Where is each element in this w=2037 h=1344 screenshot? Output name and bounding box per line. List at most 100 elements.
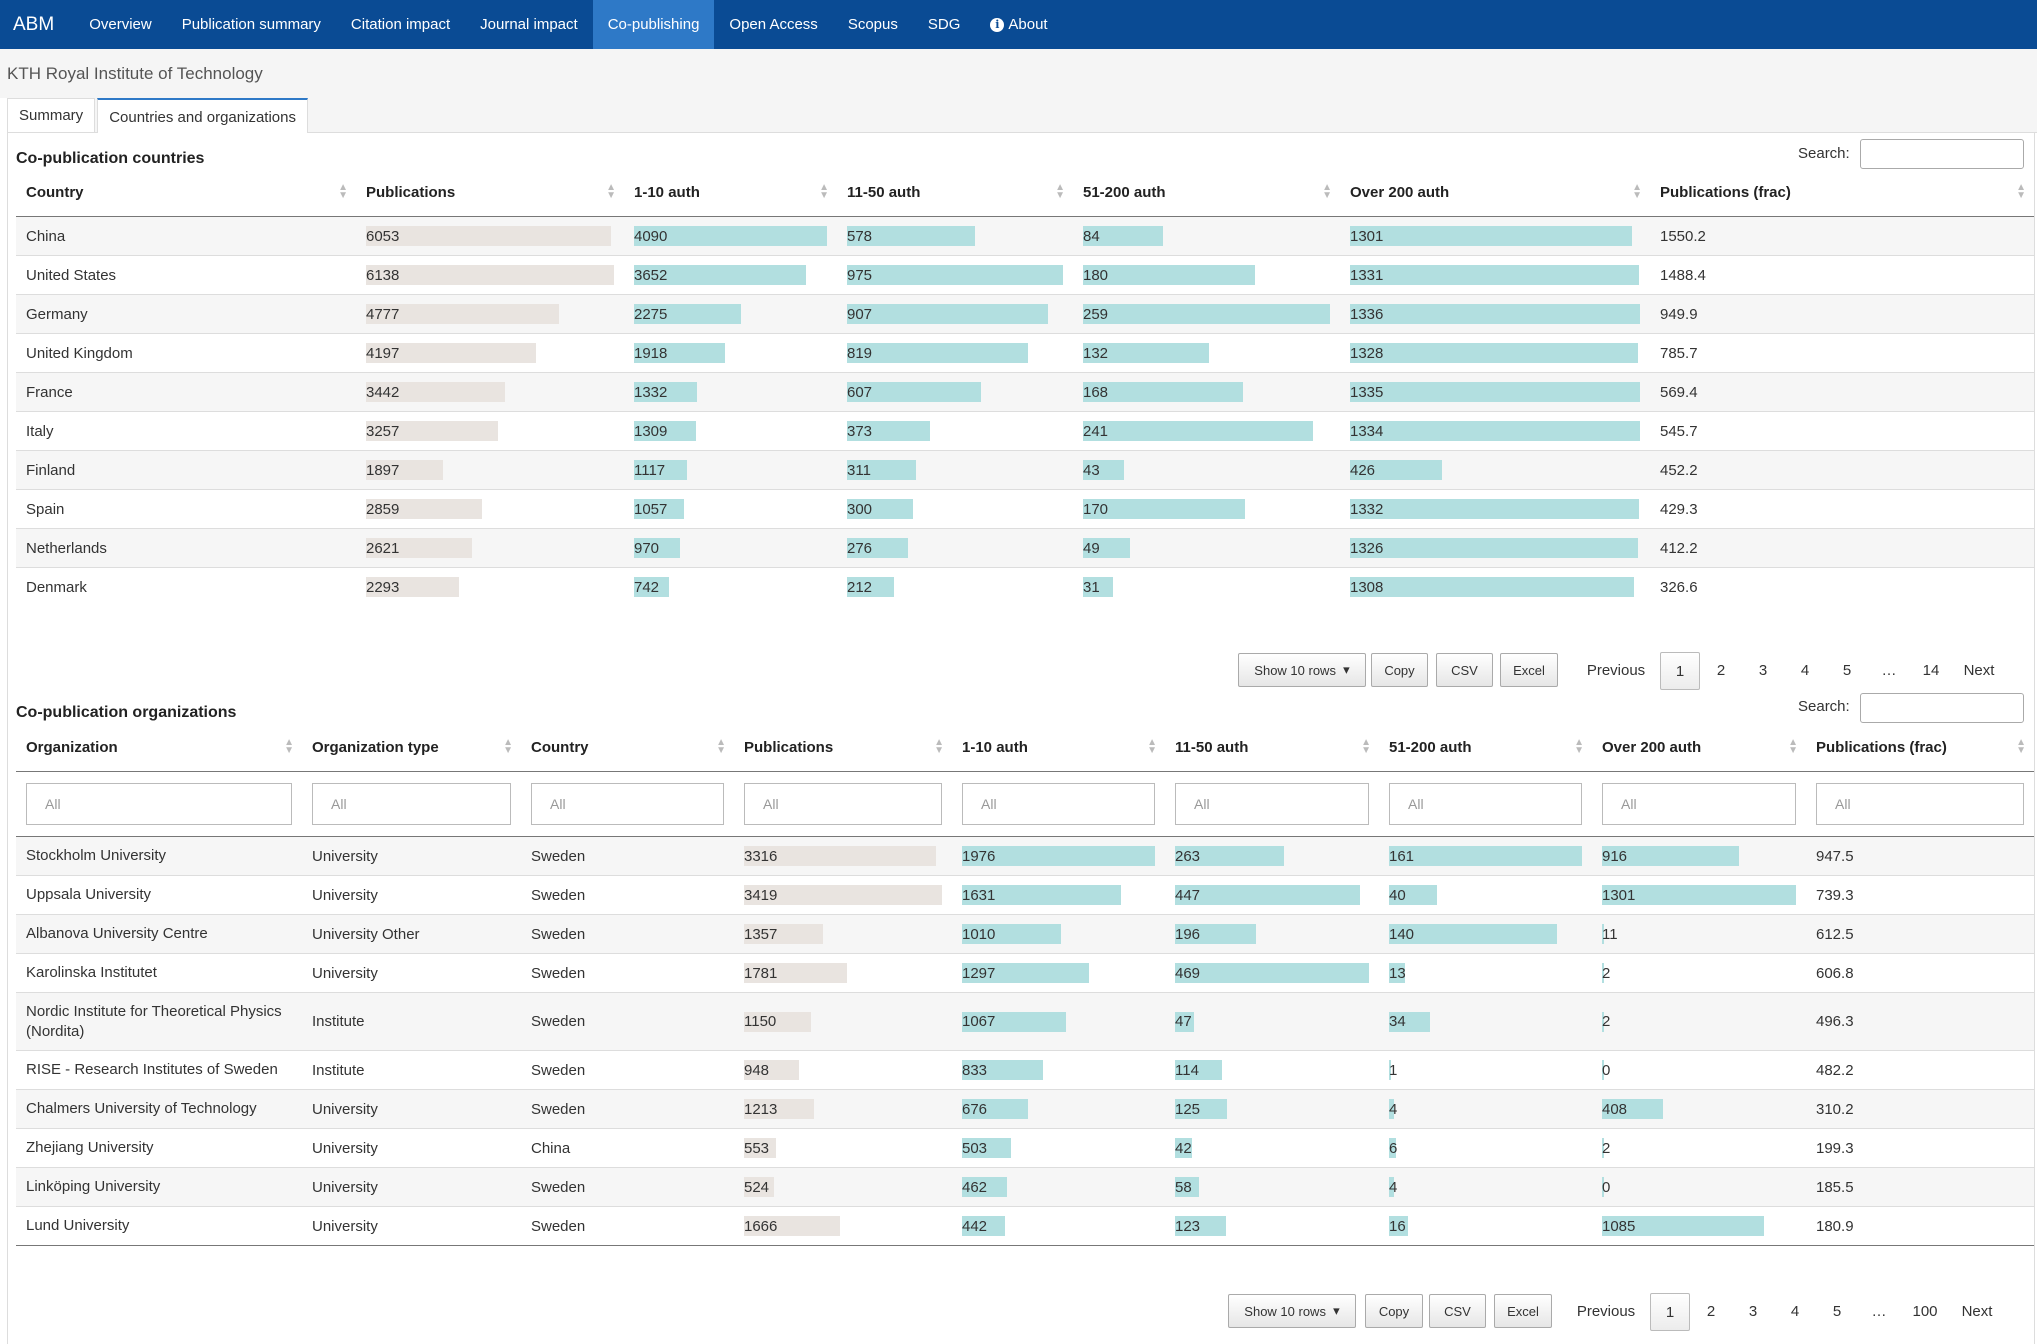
value-bar: [847, 343, 1029, 363]
pagination-page[interactable]: 3: [1758, 661, 1768, 679]
nav-item-journal-impact[interactable]: Journal impact: [465, 0, 593, 49]
tab-summary[interactable]: Summary: [7, 98, 96, 132]
cell-value: 1666: [744, 1217, 778, 1235]
nav-item-co-publishing[interactable]: Co-publishing: [592, 0, 715, 49]
countries-copy-button[interactable]: Copy: [1371, 653, 1428, 687]
pagination-previous[interactable]: Previous: [1576, 1302, 1636, 1320]
value-bar: [1389, 1138, 1397, 1158]
value-bar: [1350, 265, 1639, 285]
pagination-page[interactable]: 4: [1790, 1302, 1800, 1320]
sort-arrows-icon: ▲ ▼: [1361, 737, 1371, 756]
table-row: Denmark 2293 742 212 31 1308 326.6: [16, 567, 2034, 606]
table-cell: 34: [1379, 992, 1592, 1051]
column-filter-input[interactable]: All: [744, 783, 942, 825]
column-header[interactable]: 1-10 auth ▲ ▼: [624, 168, 837, 217]
column-header[interactable]: Over 200 auth ▲ ▼: [1340, 168, 1650, 217]
column-header[interactable]: Publications (frac) ▲ ▼: [1650, 168, 2034, 217]
nav-item-publication-summary[interactable]: Publication summary: [167, 0, 336, 49]
table-cell: 524: [734, 1167, 952, 1207]
column-header[interactable]: Publications ▲ ▼: [734, 723, 952, 772]
column-filter-input[interactable]: All: [312, 783, 511, 825]
value-bar: [962, 1060, 1044, 1080]
column-filter-input[interactable]: All: [1602, 783, 1796, 825]
brand-logo[interactable]: ABM: [13, 13, 55, 35]
column-header[interactable]: 11-50 auth ▲ ▼: [1165, 723, 1379, 772]
table-cell: 140: [1379, 914, 1592, 954]
value-bar: [744, 1099, 815, 1119]
column-filter-cell: All: [1806, 771, 2034, 837]
pagination-ellipsis: …: [1871, 1302, 1887, 1320]
sort-arrows-icon: ▲ ▼: [819, 182, 829, 201]
sort-arrows-icon: ▲ ▼: [1632, 182, 1642, 201]
countries-csv-button[interactable]: CSV: [1436, 653, 1493, 687]
value-bar: [1083, 343, 1209, 363]
table-cell: 1332: [1340, 489, 1650, 529]
column-header[interactable]: 51-200 auth ▲ ▼: [1379, 723, 1592, 772]
cell-value: 168: [1083, 383, 1109, 401]
pagination-page[interactable]: 5: [1832, 1302, 1842, 1320]
cell-value: 1117: [634, 461, 666, 479]
column-header[interactable]: Country ▲ ▼: [16, 168, 356, 217]
value-bar: [1175, 1099, 1227, 1119]
table-cell: 833: [952, 1050, 1165, 1090]
nav-item-open-access[interactable]: Open Access: [714, 0, 832, 49]
column-filter-input[interactable]: All: [1389, 783, 1582, 825]
orgs-copy-button[interactable]: Copy: [1365, 1294, 1423, 1328]
table-cell: 6053: [356, 216, 624, 256]
column-header[interactable]: 1-10 auth ▲ ▼: [952, 723, 1165, 772]
value-bar: [1350, 382, 1640, 402]
column-filter-input[interactable]: All: [26, 783, 292, 825]
countries-excel-button[interactable]: Excel: [1500, 653, 1558, 687]
column-filter-input[interactable]: All: [1816, 783, 2024, 825]
column-header[interactable]: Publications ▲ ▼: [356, 168, 624, 217]
pagination-page[interactable]: 4: [1800, 661, 1810, 679]
cell-value: 6: [1389, 1139, 1398, 1157]
column-header[interactable]: Publications (frac) ▲ ▼: [1806, 723, 2034, 772]
orgs-csv-button[interactable]: CSV: [1429, 1294, 1486, 1328]
table-cell: 212: [837, 567, 1073, 606]
value-bar: [1083, 382, 1244, 402]
value-bar: [744, 1177, 775, 1197]
pagination-page[interactable]: 5: [1842, 661, 1852, 679]
countries-show-rows-dropdown[interactable]: Show 10 rows ▾: [1238, 653, 1366, 687]
column-filter-input[interactable]: All: [962, 783, 1155, 825]
pagination-page[interactable]: 3: [1748, 1302, 1758, 1320]
pagination-page[interactable]: 14: [1922, 661, 1940, 679]
table-cell: Sweden: [521, 953, 734, 993]
table-cell: 1332: [624, 372, 837, 412]
orgs-excel-button[interactable]: Excel: [1494, 1294, 1552, 1328]
cell-value: 462: [962, 1178, 988, 1196]
pagination-previous[interactable]: Previous: [1586, 661, 1646, 679]
column-header[interactable]: Over 200 auth ▲ ▼: [1592, 723, 1806, 772]
column-header[interactable]: 11-50 auth ▲ ▼: [837, 168, 1073, 217]
cell-value: 31: [1083, 578, 1100, 596]
column-header[interactable]: Organization type ▲ ▼: [302, 723, 521, 772]
pagination-page[interactable]: 2: [1706, 1302, 1716, 1320]
column-filter-input[interactable]: All: [1175, 783, 1369, 825]
table-cell: 40: [1379, 875, 1592, 915]
table-row: Germany 4777 2275 907 259 1336 949.9: [16, 294, 2034, 334]
nav-item-about[interactable]: i About: [975, 0, 1062, 49]
cell-value: 2: [1602, 964, 1611, 982]
cell-value: 742: [634, 578, 660, 596]
column-header-label: Country: [531, 738, 589, 756]
nav-item-scopus[interactable]: Scopus: [833, 0, 913, 49]
orgs-show-rows-dropdown[interactable]: Show 10 rows ▾: [1228, 1294, 1356, 1328]
pagination-next[interactable]: Next: [1963, 661, 1995, 679]
pagination-page[interactable]: 100: [1912, 1302, 1938, 1320]
pagination-page[interactable]: 1: [1660, 652, 1700, 690]
nav-item-citation-impact[interactable]: Citation impact: [336, 0, 465, 49]
countries-search-input[interactable]: [1860, 139, 2024, 169]
column-filter-input[interactable]: All: [531, 783, 724, 825]
nav-item-overview[interactable]: Overview: [74, 0, 167, 49]
nav-item-sdg[interactable]: SDG: [913, 0, 976, 49]
column-header[interactable]: Organization ▲ ▼: [16, 723, 302, 772]
pagination-page[interactable]: 2: [1716, 661, 1726, 679]
pagination-page[interactable]: 1: [1650, 1293, 1690, 1331]
table-cell: 161: [1379, 836, 1592, 876]
orgs-search-input[interactable]: [1860, 693, 2024, 723]
tab-countries-organizations[interactable]: Countries and organizations: [97, 98, 308, 134]
column-header[interactable]: Country ▲ ▼: [521, 723, 734, 772]
pagination-next[interactable]: Next: [1961, 1302, 1993, 1320]
column-header[interactable]: 51-200 auth ▲ ▼: [1073, 168, 1340, 217]
